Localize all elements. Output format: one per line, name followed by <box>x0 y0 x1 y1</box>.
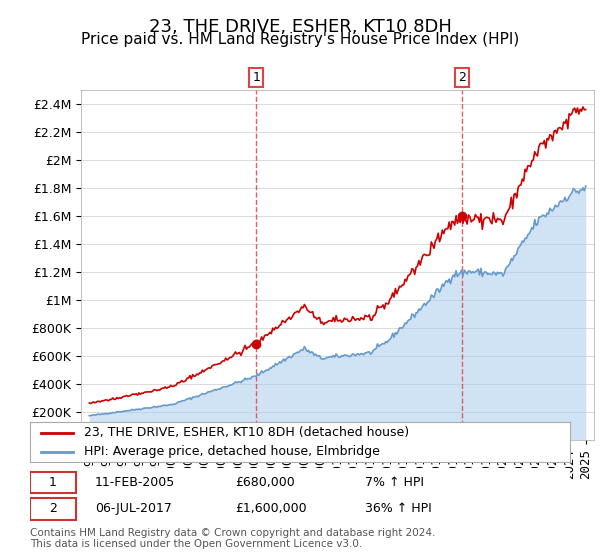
Text: 7% ↑ HPI: 7% ↑ HPI <box>365 476 424 489</box>
Text: Contains HM Land Registry data © Crown copyright and database right 2024.
This d: Contains HM Land Registry data © Crown c… <box>30 528 436 549</box>
Text: 11-FEB-2005: 11-FEB-2005 <box>95 476 175 489</box>
Text: 1: 1 <box>49 476 57 489</box>
FancyBboxPatch shape <box>30 472 76 493</box>
Text: HPI: Average price, detached house, Elmbridge: HPI: Average price, detached house, Elmb… <box>84 445 380 459</box>
Text: £1,600,000: £1,600,000 <box>235 502 307 515</box>
Text: 23, THE DRIVE, ESHER, KT10 8DH (detached house): 23, THE DRIVE, ESHER, KT10 8DH (detached… <box>84 427 409 440</box>
Text: 06-JUL-2017: 06-JUL-2017 <box>95 502 172 515</box>
Text: 23, THE DRIVE, ESHER, KT10 8DH: 23, THE DRIVE, ESHER, KT10 8DH <box>149 18 451 36</box>
Text: Price paid vs. HM Land Registry's House Price Index (HPI): Price paid vs. HM Land Registry's House … <box>81 32 519 47</box>
Text: 36% ↑ HPI: 36% ↑ HPI <box>365 502 431 515</box>
Text: 2: 2 <box>49 502 57 515</box>
Text: 1: 1 <box>253 71 260 84</box>
FancyBboxPatch shape <box>30 498 76 520</box>
Text: 2: 2 <box>458 71 466 84</box>
Text: £680,000: £680,000 <box>235 476 295 489</box>
